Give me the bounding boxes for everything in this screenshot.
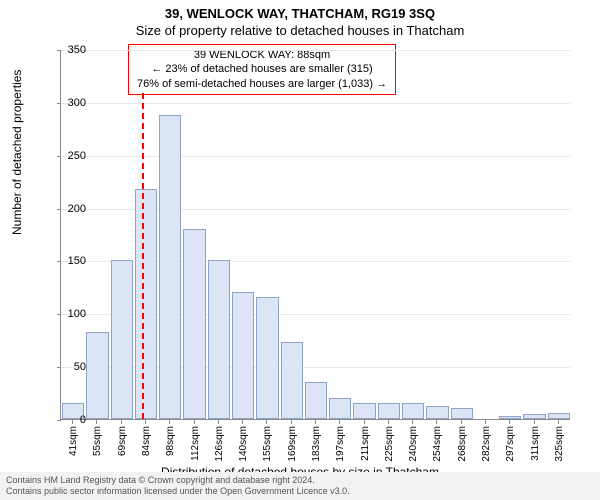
ytick-label: 100 (46, 308, 86, 320)
page-title: 39, WENLOCK WAY, THATCHAM, RG19 3SQ (0, 0, 600, 21)
xtick-label: 69sqm (117, 426, 128, 456)
xtick-label: 311sqm (530, 426, 541, 461)
xtick-label: 126sqm (214, 426, 225, 462)
ytick-label: 150 (46, 255, 86, 267)
histogram-bar (499, 416, 521, 419)
xtick-label: 155sqm (262, 426, 273, 462)
histogram-bar (523, 414, 545, 419)
xtick-mark (145, 420, 146, 424)
xtick-label: 325sqm (554, 426, 565, 462)
xtick-label: 211sqm (360, 426, 371, 461)
histogram-bar (111, 260, 133, 419)
xtick-mark (436, 420, 437, 424)
histogram-bar (256, 297, 278, 419)
xtick-label: 169sqm (287, 426, 298, 462)
ytick-label: 50 (46, 361, 86, 373)
xtick-mark (291, 420, 292, 424)
histogram-bar (159, 115, 181, 419)
xtick-mark (315, 420, 316, 424)
footer-line: Contains HM Land Registry data © Crown c… (6, 475, 594, 486)
xtick-label: 197sqm (335, 426, 346, 462)
ytick-label: 200 (46, 203, 86, 215)
xtick-label: 140sqm (238, 426, 249, 462)
xtick-label: 225sqm (384, 426, 395, 462)
grid-line (61, 50, 570, 51)
xtick-mark (339, 420, 340, 424)
page-subtitle: Size of property relative to detached ho… (0, 21, 600, 38)
histogram-bar (86, 332, 108, 419)
xtick-mark (169, 420, 170, 424)
histogram-bar (378, 403, 400, 419)
xtick-mark (485, 420, 486, 424)
histogram-bar (548, 413, 570, 419)
xtick-mark (121, 420, 122, 424)
xtick-mark (461, 420, 462, 424)
xtick-mark (266, 420, 267, 424)
grid-line (61, 103, 570, 104)
xtick-mark (96, 420, 97, 424)
histogram-bar (402, 403, 424, 419)
xtick-mark (412, 420, 413, 424)
ytick-label: 300 (46, 97, 86, 109)
xtick-mark (218, 420, 219, 424)
histogram-bar (183, 229, 205, 419)
xtick-mark (242, 420, 243, 424)
histogram-bar (232, 292, 254, 419)
xtick-label: 282sqm (481, 426, 492, 462)
histogram-chart (60, 50, 570, 420)
histogram-bar (329, 398, 351, 419)
y-axis-label: Number of detached properties (10, 70, 24, 235)
xtick-label: 112sqm (190, 426, 201, 461)
xtick-label: 268sqm (457, 426, 468, 462)
xtick-label: 183sqm (311, 426, 322, 462)
histogram-bar (451, 408, 473, 419)
xtick-label: 41sqm (68, 426, 79, 456)
histogram-bar (305, 382, 327, 419)
footer-line: Contains public sector information licen… (6, 486, 594, 497)
property-marker-line (142, 93, 144, 419)
xtick-mark (364, 420, 365, 424)
histogram-bar (281, 342, 303, 419)
histogram-bar (426, 406, 448, 419)
xtick-mark (534, 420, 535, 424)
xtick-label: 55sqm (92, 426, 103, 456)
histogram-bar (135, 189, 157, 419)
xtick-mark (388, 420, 389, 424)
histogram-bar (353, 403, 375, 419)
ytick-label: 0 (46, 414, 86, 426)
xtick-label: 98sqm (165, 426, 176, 456)
ytick-label: 350 (46, 44, 86, 56)
xtick-mark (509, 420, 510, 424)
xtick-label: 84sqm (141, 426, 152, 456)
xtick-mark (194, 420, 195, 424)
plot-area (60, 50, 570, 420)
xtick-label: 254sqm (432, 426, 443, 462)
xtick-mark (558, 420, 559, 424)
histogram-bar (208, 260, 230, 419)
xtick-label: 297sqm (505, 426, 516, 462)
ytick-label: 250 (46, 150, 86, 162)
xtick-label: 240sqm (408, 426, 419, 462)
footer-attribution: Contains HM Land Registry data © Crown c… (0, 472, 600, 500)
grid-line (61, 156, 570, 157)
